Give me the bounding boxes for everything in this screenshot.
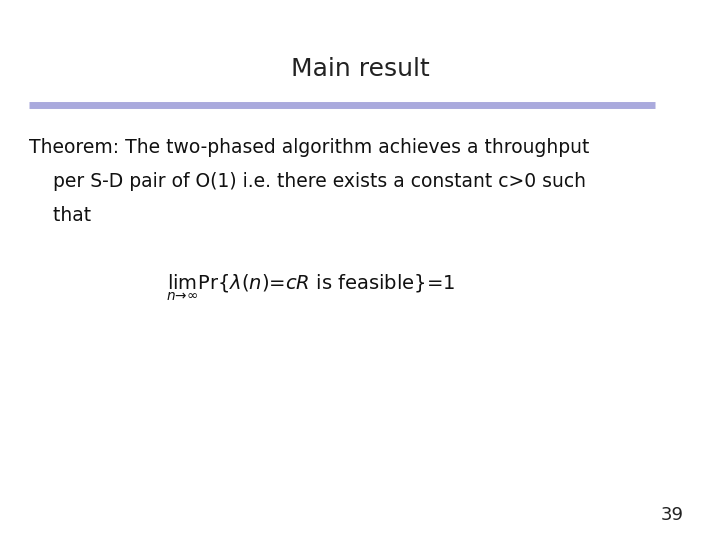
Text: $\lim_{n\rightarrow\infty}\mathrm{Pr}\{\lambda(n)=cR\ \mathrm{is\ feasible}\}=1$: $\lim_{n\rightarrow\infty}\mathrm{Pr}\{\…: [166, 273, 455, 303]
Text: Main result: Main result: [291, 57, 429, 80]
Text: per S-D pair of O(1) i.e. there exists a constant c>0 such: per S-D pair of O(1) i.e. there exists a…: [29, 172, 586, 191]
Text: that: that: [29, 206, 91, 225]
Text: Theorem: The two-phased algorithm achieves a throughput: Theorem: The two-phased algorithm achiev…: [29, 138, 589, 157]
Text: 39: 39: [661, 506, 684, 524]
